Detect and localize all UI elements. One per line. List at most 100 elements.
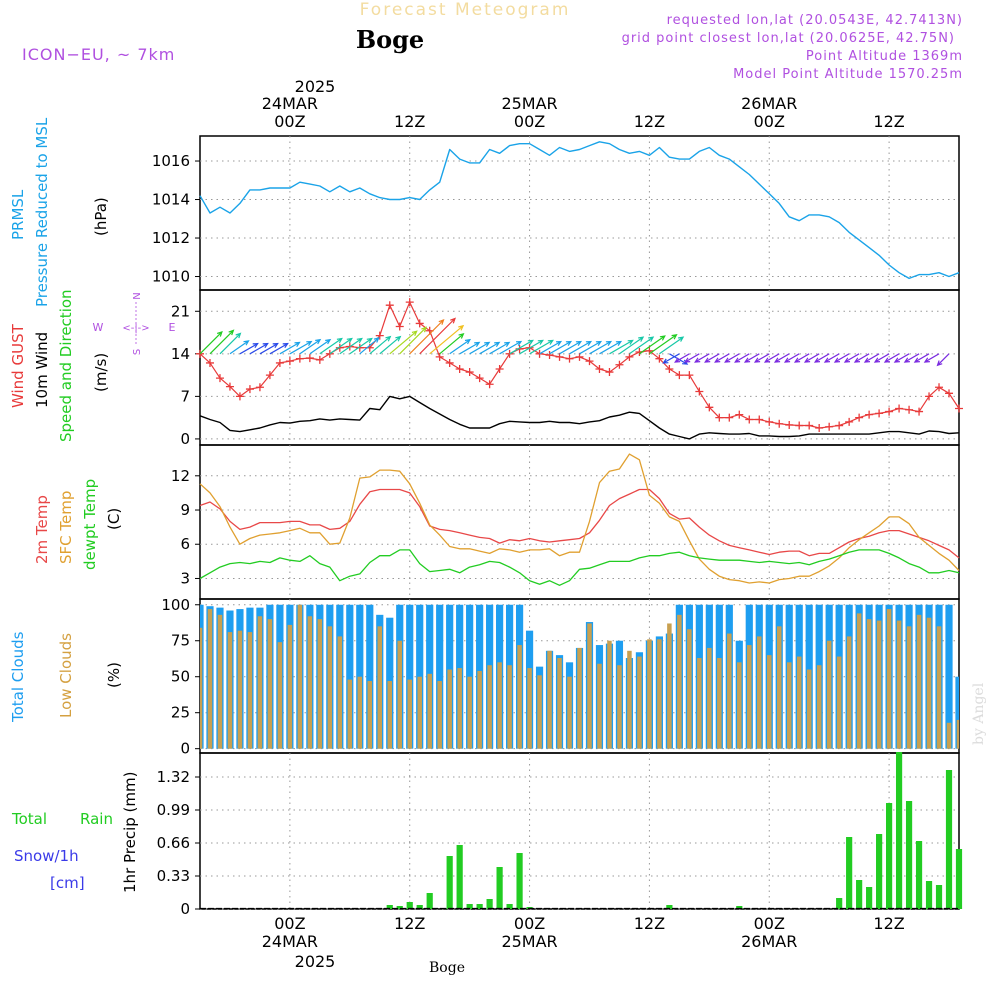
wind-arrow [763,353,780,363]
wind-arrow [269,342,289,355]
pressure-label-prmsl: PRMSL [9,189,27,240]
total-cloud-bar [366,604,374,749]
gust-marker [405,298,414,307]
precip-bar [885,803,893,909]
wind-arrow [549,340,573,355]
sfc-temp-label: SFC Temp [57,491,75,564]
dewpt-temp-line [199,549,960,586]
low-cloud-bar [956,719,959,749]
low-cloud-bar [667,623,672,749]
bottom-day-label: 26MAR [741,932,797,951]
low-cloud-bar [557,658,562,749]
gust-marker [245,385,254,394]
bottom-time-label: 12Z [634,914,665,933]
bottom-location: Boge [429,960,465,976]
wind-arrow [913,353,930,363]
gust-marker [905,405,914,414]
wind-arrow [219,332,242,355]
gust-marker [555,352,564,361]
wind-arrow [369,335,392,355]
bottom-time-label: 00Z [514,914,545,933]
gust-marker [305,354,314,363]
low-cloud-bar [876,620,882,749]
low-cloud-bar [297,604,303,749]
low-cloud-bar [836,656,842,749]
compass-north: N [132,292,143,299]
gust-marker [785,420,794,429]
wind-arrow [509,339,534,355]
gust-marker [465,368,474,377]
low-cloud-bar [896,620,902,749]
low-cloud-bar [906,626,912,749]
compass-cross-horizontal: <-|-> [122,323,149,334]
wind-arrow [743,353,760,363]
gust-marker [855,413,864,422]
precip-bar [876,834,883,909]
wind-arrow [704,353,720,363]
panel-frame-precip [199,752,960,910]
low-cloud-bar [747,645,752,749]
precip-bar [496,867,503,909]
wind-arrow [449,338,472,355]
low-cloud-bar [687,629,692,749]
wind-arrow [379,335,402,355]
wind-arrow [479,341,501,355]
y-tick-label: 100 [161,596,190,614]
low-cloud-bar [856,613,862,749]
low-cloud-bar [427,673,432,749]
total-clouds-label: Total Clouds [9,631,27,723]
wind-arrow [659,336,685,355]
gust-marker [725,413,734,422]
wind-arrow [783,353,800,363]
top-day-label: 26MAR [741,94,797,113]
gust-marker [455,365,464,374]
wind-arrow [529,339,554,355]
precip-bar [925,881,933,909]
gust-marker [535,349,544,358]
precip-bar [396,906,403,909]
gust-marker [825,422,834,431]
top-year: 2025 [295,77,336,96]
low-cloud-bar [617,665,622,749]
gust-marker [755,415,764,424]
precip-bar [516,853,523,909]
wind-arrow [339,337,363,355]
wind-arrow [619,336,645,355]
precip-bar [666,905,673,909]
wind-arrow [279,341,301,355]
low-cloud-bar [567,676,572,749]
gust-marker [915,407,924,416]
precip-bar [406,902,413,909]
wind-arrow [734,353,750,363]
wind-arrow [579,340,603,355]
gust-marker [565,354,574,363]
wind-arrow [883,353,900,363]
y-tick-label: 21 [171,302,190,320]
y-tick-label: 1010 [152,268,190,286]
gust-marker [495,365,504,374]
top-day-label: 25MAR [501,94,557,113]
watermark: by Angel [971,682,987,745]
product-title: Forecast Meteogram [360,0,571,20]
wind-arrow [439,333,465,355]
precip-total-label: Total [11,810,47,828]
wind-arrow [389,330,418,355]
y-tick-label: 3 [180,569,190,587]
precip-bar [856,880,863,909]
low-cloud-bar [257,616,263,749]
precip-bar [386,905,393,909]
gust-marker [885,407,894,416]
low-cloud-bar [647,639,652,749]
precip-bar [486,899,493,909]
top-time-label: 00Z [274,112,305,131]
bottom-time-label: 12Z [394,914,425,933]
wind-arrow [309,338,332,355]
wind-arrow [259,342,279,355]
temp2m-line [199,488,960,559]
low-cloud-bar [936,626,942,749]
y-tick-label: 0.66 [157,834,190,852]
low-cloud-bar [886,609,892,749]
low-cloud-bar [317,619,323,749]
wind-arrow [599,340,623,355]
